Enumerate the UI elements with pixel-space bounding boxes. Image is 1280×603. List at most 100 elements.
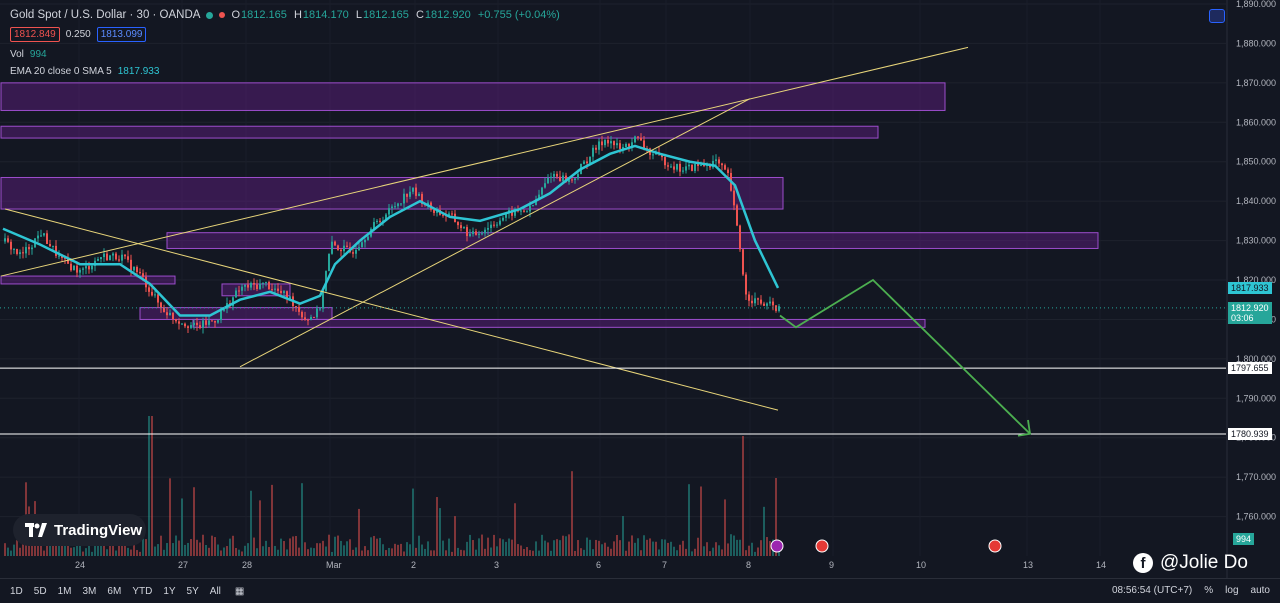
volume-bar [661, 539, 663, 556]
volume-bar [109, 540, 111, 556]
volume-bar [250, 490, 252, 556]
candle-body [100, 257, 102, 260]
candle-body [172, 312, 174, 320]
x-tick-label: 28 [242, 560, 252, 570]
volume-bar [676, 550, 678, 556]
symbol-title[interactable]: Gold Spot / U.S. Dollar · 30 · OANDA [10, 9, 201, 21]
candle-body [757, 298, 759, 300]
volume-bar [514, 503, 516, 556]
volume-bar [253, 537, 255, 556]
candle-body [427, 202, 429, 206]
candle-body [592, 147, 594, 157]
volume-bar [40, 538, 42, 556]
volume-bar [703, 546, 705, 556]
volume-bar [574, 550, 576, 556]
timeframe-1y[interactable]: 1Y [163, 585, 176, 597]
volume-bar [286, 549, 288, 556]
volume-bar [265, 540, 267, 556]
axis-controls: 08:56:54 (UTC+7) % log auto [1112, 585, 1270, 596]
volume-bar [226, 546, 228, 556]
volume-bar [334, 536, 336, 556]
timeframe-ytd[interactable]: YTD [132, 585, 153, 597]
volume-bar [766, 537, 768, 556]
volume-bar [289, 538, 291, 556]
volume-bar [184, 544, 186, 556]
open-value: 1812.165 [241, 9, 287, 21]
volume-bar [355, 547, 357, 556]
volume-axis-label: 994 [1233, 533, 1255, 545]
volume-bar [139, 551, 141, 556]
watermark-text: @Jolie Do [1160, 552, 1248, 573]
auto-toggle[interactable]: auto [1250, 585, 1270, 596]
date-range-icon[interactable]: ▦ [234, 585, 245, 597]
volume-bar [556, 539, 558, 556]
candle-body [202, 320, 204, 328]
candle-body [682, 170, 684, 172]
volume-bar [568, 534, 570, 556]
volume-bar [370, 537, 372, 556]
timeframe-6m[interactable]: 6M [107, 585, 122, 597]
timeframe-3m[interactable]: 3M [82, 585, 97, 597]
candle-body [631, 142, 633, 147]
sell-button[interactable]: 1812.849 [10, 27, 60, 42]
candle-body [295, 306, 297, 308]
candle-body [421, 193, 423, 204]
volume-bar [142, 538, 144, 556]
volume-bar [157, 544, 159, 556]
volume-bar [637, 538, 639, 556]
volume-bar [769, 541, 771, 556]
trendline [4, 208, 779, 411]
volume-bar [595, 539, 597, 556]
price-chart[interactable]: 1,890.000 1,880.000 1,870.000 1,860.000 1,85… [0, 0, 1280, 578]
volume-bar [739, 539, 741, 556]
supply-demand-zone [0, 275, 176, 285]
buy-button[interactable]: 1813.099 [96, 27, 147, 42]
candle-body [667, 165, 669, 167]
candle-body [379, 220, 381, 222]
volume-legend[interactable]: Vol 994 [10, 49, 47, 60]
volume-bar [721, 549, 723, 556]
candle-body [766, 303, 768, 306]
candle-body [109, 255, 111, 261]
candle-body [598, 141, 600, 150]
volume-bar [55, 543, 57, 556]
ema-legend[interactable]: EMA 20 close 0 SMA 5 1817.933 [10, 66, 160, 77]
volume-bar [625, 550, 627, 556]
timeframe-5y[interactable]: 5Y [186, 585, 199, 597]
timeframe-all[interactable]: All [209, 585, 221, 597]
volume-bar [442, 540, 444, 556]
candle-body [223, 309, 225, 311]
volume-bar [412, 488, 414, 556]
log-toggle[interactable]: log [1225, 585, 1239, 596]
screenshot-icon[interactable] [1209, 9, 1225, 23]
timeframe-1m[interactable]: 1M [57, 585, 72, 597]
candle-body [142, 273, 144, 277]
volume-bar [214, 537, 216, 556]
volume-bar [70, 547, 72, 556]
volume-bar [457, 547, 459, 556]
candle-body [778, 306, 780, 311]
level-label-1780: 1780.939 [1228, 428, 1272, 440]
candle-body [727, 169, 729, 173]
candle-body [694, 163, 696, 171]
candle-body [613, 141, 615, 146]
candle-body [262, 282, 264, 284]
candle-body [742, 249, 744, 275]
volume-bar [394, 543, 396, 556]
clock[interactable]: 08:56:54 (UTC+7) [1111, 585, 1193, 596]
trendline [0, 46, 969, 277]
volume-bar [436, 497, 438, 556]
volume-bar [613, 541, 615, 556]
volume-bar [10, 550, 12, 556]
volume-bar [469, 534, 471, 556]
volume-bar [19, 547, 21, 556]
timeframe-5d[interactable]: 5D [33, 585, 47, 597]
percent-toggle[interactable]: % [1204, 585, 1214, 596]
volume-bar [451, 551, 453, 556]
volume-bar [346, 541, 348, 556]
volume-bar [379, 537, 381, 556]
timeframe-1d[interactable]: 1D [10, 585, 23, 597]
candle-body [28, 247, 30, 250]
candle-body [184, 323, 186, 327]
volume-bar [454, 516, 456, 556]
